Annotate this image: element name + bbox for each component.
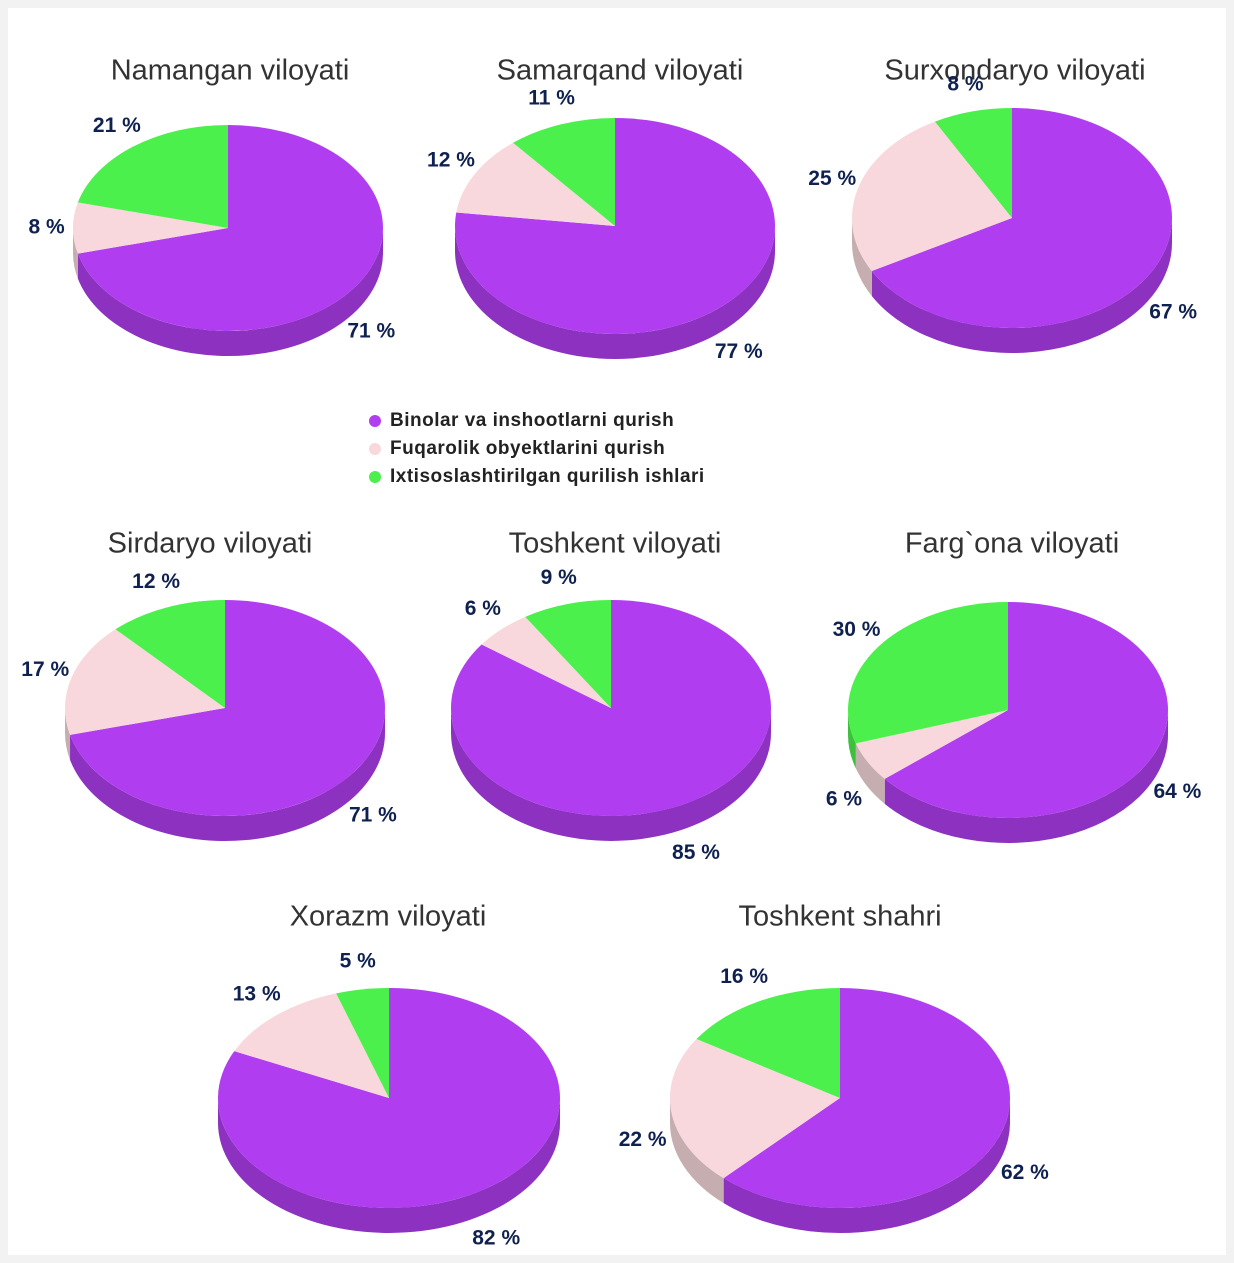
chart-title: Namangan viloyati <box>111 55 350 87</box>
legend-swatch <box>369 443 381 455</box>
value-label: 8 % <box>29 216 66 239</box>
slice <box>77 125 228 228</box>
value-label: 8 % <box>947 72 984 95</box>
slice <box>696 988 840 1098</box>
slice-side <box>218 1098 560 1233</box>
slice <box>481 616 611 708</box>
slice-side <box>723 1098 1010 1233</box>
chart-title: Xorazm viloyati <box>290 901 487 933</box>
value-label: 62 % <box>1001 1161 1049 1184</box>
slice-side <box>871 218 1172 353</box>
slice <box>855 710 1008 779</box>
slice <box>723 988 1011 1208</box>
value-label: 17 % <box>21 658 69 681</box>
slice <box>217 988 560 1209</box>
value-label: 13 % <box>233 982 281 1005</box>
value-label: 82 % <box>472 1227 520 1250</box>
slice-side <box>855 743 885 804</box>
slice <box>513 118 615 226</box>
slice-side <box>70 708 385 841</box>
value-label: 12 % <box>427 149 475 172</box>
chart-title: Samarqand viloyati <box>497 55 744 87</box>
slice-side <box>670 1098 724 1204</box>
slice <box>934 108 1012 218</box>
value-label: 71 % <box>347 319 395 342</box>
slice <box>884 602 1168 818</box>
value-label: 25 % <box>808 167 856 190</box>
chart-title: Toshkent viloyati <box>509 528 722 560</box>
slice-side <box>77 228 383 356</box>
slice-side <box>451 708 771 841</box>
value-label: 77 % <box>715 340 763 363</box>
value-label: 6 % <box>826 788 863 811</box>
value-label: 5 % <box>340 950 377 973</box>
slice <box>670 1039 840 1179</box>
slice <box>525 600 611 708</box>
legend-label: Ixtisoslashtirilgan qurilish ishlari <box>390 466 705 487</box>
slice-side <box>73 228 78 279</box>
slice <box>852 121 1012 271</box>
value-label: 30 % <box>833 618 881 641</box>
slice <box>234 993 389 1098</box>
value-label: 11 % <box>528 87 575 110</box>
slice <box>336 988 389 1098</box>
chart-title: Farg`ona viloyati <box>905 528 1119 560</box>
value-label: 71 % <box>349 803 397 826</box>
slice <box>70 600 385 816</box>
chart-title: Toshkent shahri <box>738 901 941 933</box>
value-label: 22 % <box>619 1128 667 1151</box>
slice <box>77 125 383 331</box>
slice <box>456 142 615 226</box>
slice <box>450 600 771 816</box>
slice <box>847 602 1008 744</box>
value-label: 64 % <box>1153 780 1201 803</box>
slice-side <box>65 708 71 760</box>
chart-title: Sirdaryo viloyati <box>108 528 313 560</box>
value-label: 85 % <box>672 841 720 864</box>
chart-title: Surxondaryo viloyati <box>884 55 1145 87</box>
slice-side <box>455 226 775 359</box>
value-label: 67 % <box>1149 301 1197 324</box>
slice-side <box>848 710 856 769</box>
slice <box>871 108 1173 328</box>
slice <box>115 600 225 708</box>
value-label: 21 % <box>93 114 141 137</box>
value-label: 9 % <box>541 566 578 589</box>
value-label: 12 % <box>132 570 180 593</box>
slice-side <box>852 218 872 296</box>
legend-label: Binolar va inshootlarni qurish <box>390 410 674 431</box>
legend-label: Fuqarolik obyektlarini qurish <box>390 438 665 459</box>
slice <box>65 629 226 735</box>
slice-side <box>884 710 1168 843</box>
slice <box>73 202 228 254</box>
legend-swatch <box>369 471 381 483</box>
legend-swatch <box>369 415 381 427</box>
value-label: 16 % <box>720 965 768 988</box>
value-label: 6 % <box>465 597 502 620</box>
